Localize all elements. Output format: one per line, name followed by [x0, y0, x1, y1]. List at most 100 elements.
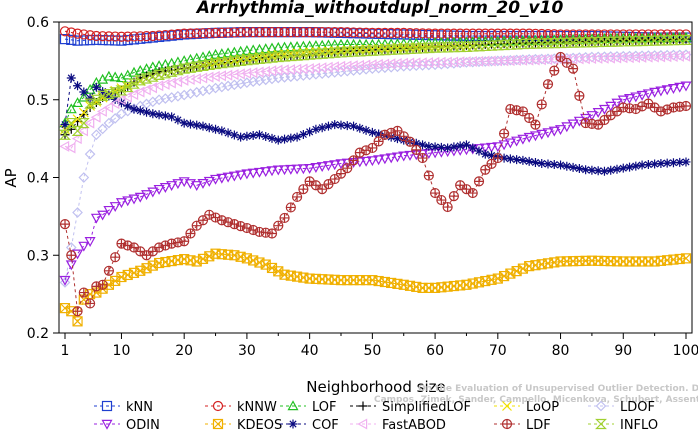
- point-odin-8: [109, 202, 121, 213]
- chart-title: Arrhythmia_withoutdupl_norm_20_v10: [195, 0, 564, 18]
- x-tick-label-30: 30: [238, 343, 256, 359]
- point-ldf-38: [298, 184, 309, 195]
- point-cof-15: [154, 110, 164, 120]
- point-kdeos-8: [110, 275, 121, 287]
- x-tick-label-40: 40: [301, 343, 319, 359]
- series-line-kdeos: [64, 253, 687, 323]
- series-line-ldf: [64, 56, 687, 312]
- point-cof-53: [392, 134, 402, 144]
- legend-marker-fastabod: [357, 418, 368, 430]
- legend: kNN kNNW LOF SimplifiedLOF LoOP LDOF ODIN KDEOS…: [94, 400, 658, 433]
- point-cof-85: [593, 166, 603, 176]
- legend-marker-kdeos: [212, 418, 224, 430]
- point-odin-24: [210, 174, 222, 185]
- point-cof-22: [198, 121, 208, 131]
- point-knnw-48: [360, 27, 372, 38]
- point-cof-25: [217, 126, 227, 136]
- point-inflo-27: [228, 56, 241, 67]
- point-ldof-15: [153, 94, 165, 106]
- point-cof-27: [229, 130, 239, 140]
- axes-layer: 1 10 20 30 40 50 60 70 80 90 100 0.2 0.3 0.4 0.5 0.6: [27, 15, 698, 359]
- point-fastabod-98: [673, 50, 684, 62]
- point-fastabod-92: [636, 51, 647, 63]
- legend-label-kdeos: KDEOS: [237, 418, 282, 433]
- point-ldof-8: [109, 113, 121, 124]
- point-ldf-50: [373, 136, 384, 147]
- point-inflo-13: [140, 73, 153, 84]
- point-cof-46: [349, 121, 359, 131]
- point-cof-47: [355, 123, 365, 133]
- point-fastabod-83: [579, 53, 590, 65]
- point-odin-95: [655, 86, 667, 97]
- point-kdeos-10: [122, 269, 133, 281]
- x-tick-label-1: 1: [61, 343, 70, 359]
- point-knnw-47: [354, 27, 365, 38]
- point-lof-23: [203, 50, 215, 61]
- point-ldf-37: [291, 191, 303, 203]
- point-simplifiedlof-4: [85, 103, 95, 113]
- point-fastabod-2: [71, 133, 82, 145]
- point-cof-43: [330, 120, 340, 130]
- point-knnw-53: [392, 27, 403, 38]
- point-inflo-7: [102, 88, 115, 100]
- point-knn-2: [72, 35, 83, 46]
- point-knn-3: [78, 35, 89, 46]
- legend-label-lof: LOF: [312, 400, 337, 415]
- point-odin-32: [260, 167, 272, 178]
- point-cof-70: [499, 153, 509, 163]
- point-fastabod-35: [278, 64, 289, 76]
- point-ldf-21: [191, 220, 202, 231]
- x-tick-label-100: 100: [673, 343, 698, 359]
- point-inflo-25: [215, 58, 228, 69]
- point-ldf-41: [317, 184, 328, 195]
- point-cof-92: [637, 160, 647, 170]
- point-ldf-74: [524, 112, 535, 124]
- point-knnw-13: [141, 31, 152, 42]
- point-kdeos-29: [241, 253, 253, 264]
- point-odin-71: [504, 138, 516, 149]
- point-ldf-62: [448, 191, 460, 202]
- point-fastabod-86: [598, 52, 609, 64]
- point-odin-21: [191, 181, 203, 192]
- point-ldf-31: [254, 226, 265, 238]
- point-knnw-1: [66, 27, 77, 38]
- point-lof-30: [247, 44, 259, 55]
- point-cof-98: [675, 157, 685, 167]
- point-knnw-43: [329, 27, 340, 38]
- point-kdeos-33: [266, 262, 278, 274]
- point-odin-50: [373, 155, 385, 166]
- point-knnw-49: [367, 27, 378, 38]
- point-fastabod-93: [642, 51, 653, 63]
- point-odin-54: [398, 151, 410, 162]
- point-cof-5: [91, 82, 101, 92]
- point-kdeos-32: [260, 259, 271, 270]
- legend-label-inflo: INFLO: [620, 418, 658, 433]
- point-cof-91: [631, 161, 641, 171]
- watermark-line-1: On the Evaluation of Unsupervised Outlie…: [418, 384, 698, 394]
- point-ldf-20: [185, 228, 196, 239]
- point-knnw-22: [197, 28, 209, 39]
- point-lof-4: [84, 83, 96, 94]
- point-cof-50: [374, 129, 384, 139]
- legend-item-ldf: LDF: [494, 418, 551, 433]
- point-knnw-14: [147, 30, 158, 42]
- point-fastabod-14: [147, 82, 158, 94]
- point-ldf-71: [505, 103, 516, 115]
- point-cof-10: [123, 101, 133, 111]
- y-tick-label-0.4: 0.4: [27, 171, 49, 187]
- point-knnw-56: [411, 28, 422, 39]
- point-odin-35: [279, 165, 291, 176]
- point-ldf-42: [323, 179, 334, 190]
- legend-marker-cof: [288, 419, 298, 429]
- point-lof-33: [266, 42, 278, 53]
- point-cof-64: [461, 140, 471, 150]
- point-inflo-4: [84, 98, 97, 109]
- legend-item-kdeos: KDEOS: [205, 418, 282, 433]
- legend-item-simplifiedlof: SimplifiedLOF: [350, 400, 471, 415]
- point-fastabod-52: [385, 58, 396, 70]
- point-knnw-51: [379, 27, 391, 38]
- point-inflo-31: [253, 53, 266, 64]
- point-cof-99: [681, 157, 691, 167]
- point-fastabod-77: [542, 54, 553, 66]
